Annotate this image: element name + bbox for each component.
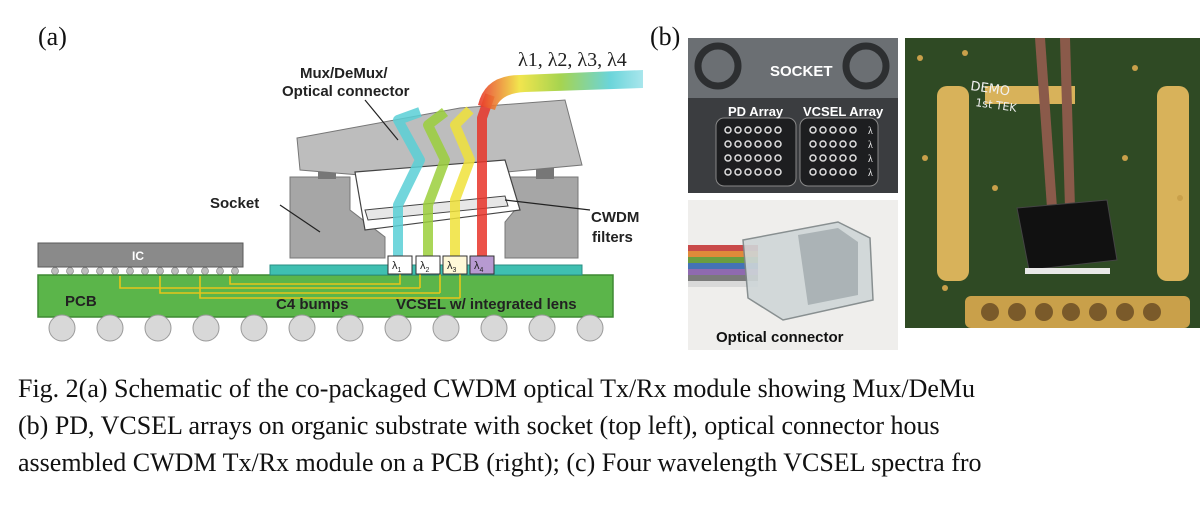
pcb-module-photo: DEMO 1st TEK <box>905 38 1200 328</box>
pcb-label: PCB <box>65 293 97 310</box>
optical-connector-photo-label: Optical connector <box>716 329 844 346</box>
panel-a-label: (a) <box>38 22 67 51</box>
bga-balls <box>48 314 604 342</box>
pcb-board <box>37 274 614 318</box>
caption-line-1: Fig. 2(a) Schematic of the co-packaged C… <box>18 374 975 403</box>
socket-label: Socket <box>210 195 259 212</box>
ic-bumps <box>51 267 239 275</box>
connector-photo: Optical connector <box>688 200 898 350</box>
pd-array-label: PD Array <box>728 104 784 119</box>
vcsel-label-1: λ1 <box>392 260 402 274</box>
output-fiber <box>478 70 643 110</box>
caption-line-3: assembled CWDM Tx/Rx module on a PCB (ri… <box>18 448 982 477</box>
traces <box>119 274 461 299</box>
socket-left <box>289 176 386 259</box>
ic-label: IC <box>132 249 144 263</box>
panel-b-label: (b) <box>650 22 681 51</box>
schematic-diagram: λ1 λ2 λ3 λ4 Mux/DeMux/ Optical connector… <box>37 49 643 342</box>
cwdm-label-2: filters <box>592 229 633 246</box>
vcsel-label-2: λ2 <box>420 260 430 274</box>
pcb-handwriting-1: DEMO <box>969 79 1010 99</box>
socket-photo: SOCKET PD Array VCSEL Array λ λ λ λ <box>688 38 898 193</box>
socket-right <box>504 176 579 259</box>
pcb-handwriting-2: 1st TEK <box>975 96 1019 115</box>
vcsel-lens-label: VCSEL w/ integrated lens <box>396 296 577 313</box>
vcsel-row-label-3: λ <box>868 154 873 165</box>
wavelength-label: λ1, λ2, λ3, λ4 <box>518 49 627 71</box>
mux-label: Mux/DeMux/ <box>300 65 388 82</box>
ribbon-cable <box>688 245 758 287</box>
vcsel-label-3: λ3 <box>447 260 457 274</box>
figure-caption: Fig. 2(a) Schematic of the co-packaged C… <box>18 370 1200 481</box>
vcsel-array-label: VCSEL Array <box>803 104 884 119</box>
vcsel-label-4: λ4 <box>474 260 484 274</box>
vcsel-row-label-4: λ <box>868 168 873 179</box>
ic-chip <box>37 242 244 268</box>
optical-connector-label: Optical connector <box>282 83 410 100</box>
beams <box>393 93 495 258</box>
socket-photo-title: SOCKET <box>770 63 833 80</box>
caption-line-2: (b) PD, VCSEL arrays on organic substrat… <box>18 411 940 440</box>
vcsel-array <box>387 255 495 275</box>
vcsel-row-label-2: λ <box>868 140 873 151</box>
c4-bumps-label: C4 bumps <box>276 296 349 313</box>
cwdm-label-1: CWDM <box>591 209 639 226</box>
vcsel-row-label-1: λ <box>868 126 873 137</box>
